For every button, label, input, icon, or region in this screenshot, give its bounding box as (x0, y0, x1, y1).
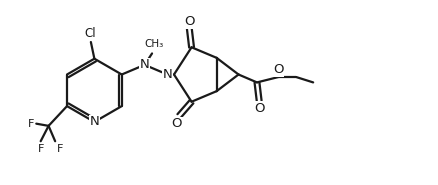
Text: O: O (171, 117, 181, 130)
Text: F: F (57, 144, 64, 154)
Text: O: O (184, 15, 194, 28)
Text: N: N (89, 115, 99, 128)
Text: Cl: Cl (84, 27, 95, 40)
Text: CH₃: CH₃ (144, 39, 163, 49)
Text: O: O (253, 102, 264, 115)
Text: O: O (272, 63, 283, 76)
Text: N: N (162, 68, 172, 81)
Text: F: F (37, 144, 44, 154)
Text: N: N (139, 58, 149, 71)
Text: F: F (28, 119, 34, 129)
